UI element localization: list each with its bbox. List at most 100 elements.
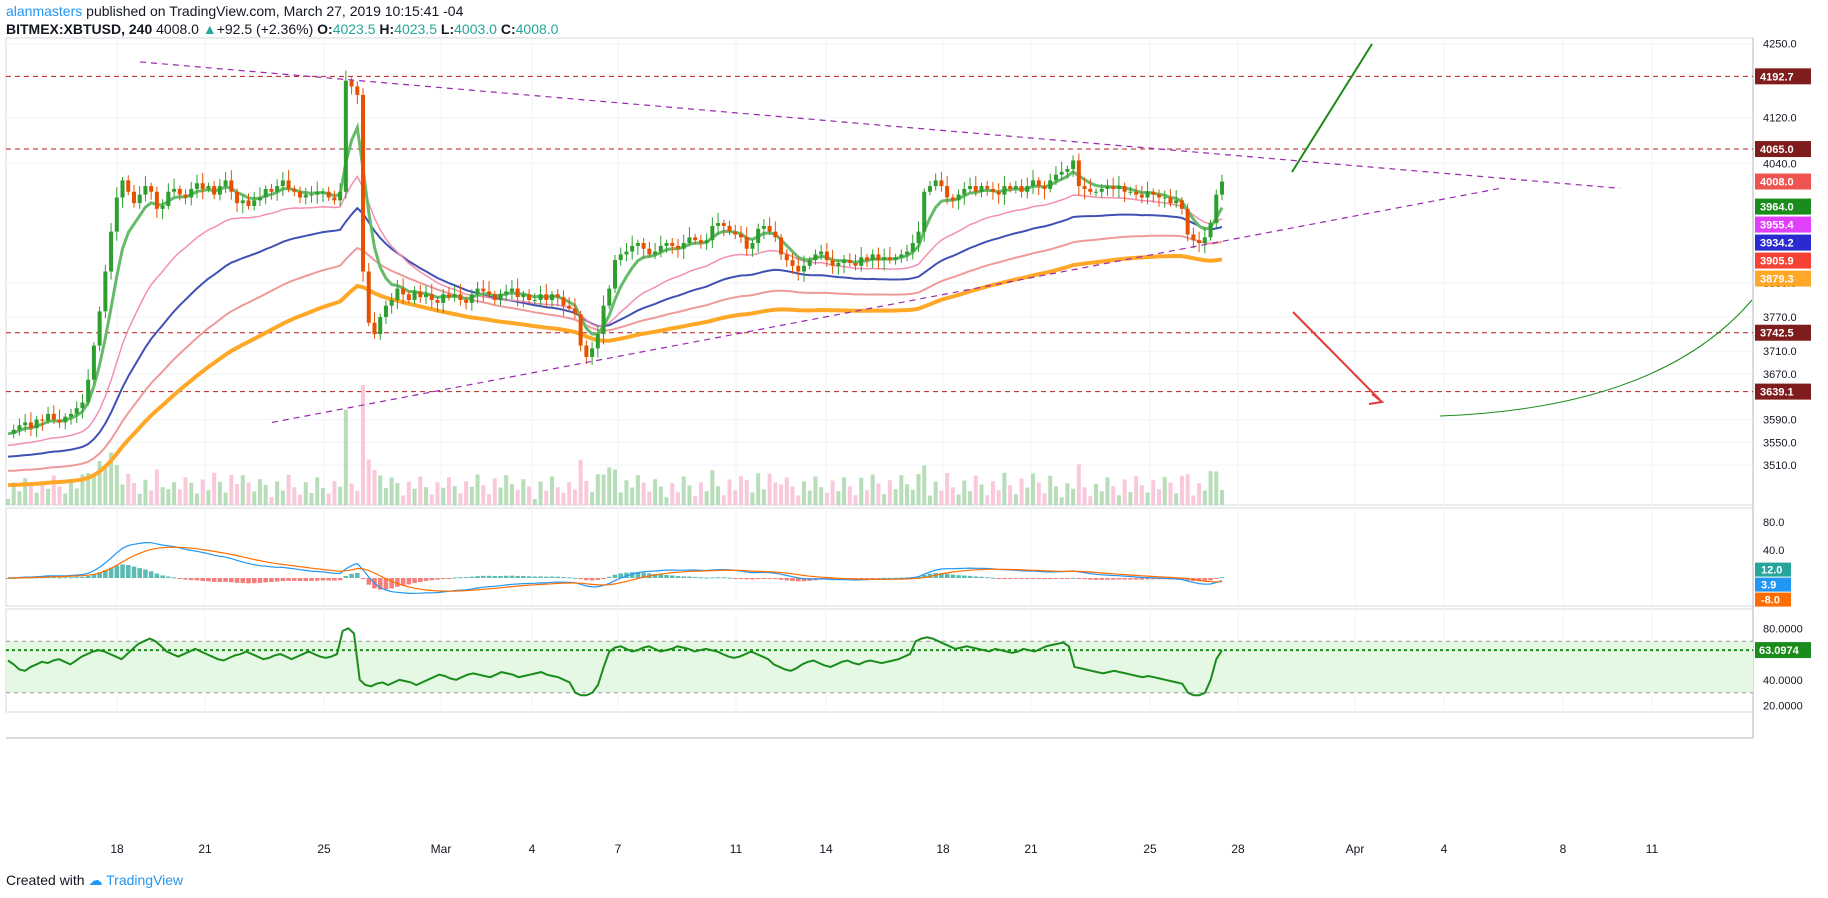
volume-bar: [1053, 486, 1058, 505]
candle-body: [555, 294, 560, 298]
candle-body: [172, 188, 177, 192]
macd-histogram-bar: [103, 570, 108, 578]
y-tick-label: 3670.0: [1763, 369, 1797, 381]
candle-body: [870, 254, 875, 261]
volume-bar: [424, 487, 429, 505]
macd-histogram-bar: [715, 577, 721, 579]
candle-body: [618, 254, 623, 261]
candle-body: [1042, 186, 1047, 189]
candle-body: [933, 180, 938, 187]
macd-histogram-bar: [750, 578, 755, 580]
volume-bar: [664, 497, 669, 505]
candle-body: [727, 225, 732, 232]
bullish-arrow: [1291, 43, 1373, 173]
volume-bar: [320, 488, 325, 505]
candle-body: [28, 422, 33, 429]
volume-bar: [51, 475, 56, 505]
candle-body: [212, 186, 217, 195]
macd-histogram-bar: [469, 576, 475, 578]
volume-bar: [498, 487, 503, 505]
candle-body: [406, 294, 411, 300]
candle-body: [716, 223, 721, 226]
macd-histogram-bar: [143, 569, 148, 578]
candle-body: [1185, 208, 1190, 235]
volume-bar: [733, 490, 738, 505]
volume-bar: [126, 474, 131, 505]
candle-body: [733, 231, 738, 235]
volume-bar: [710, 470, 715, 505]
candle-body: [910, 243, 915, 252]
volume-bar: [1059, 497, 1064, 505]
candle-body: [1105, 186, 1110, 189]
macd-histogram-bar: [166, 576, 171, 578]
candle-body: [939, 180, 944, 187]
macd-histogram-bar: [1007, 578, 1013, 579]
macd-histogram-bar: [183, 578, 188, 580]
chart-canvas[interactable]: 18 21 25 Mar 4 7 11 14 18 21 25 28 Apr 4 8 11 4250.0 4120…: [0, 0, 1828, 870]
volume-bar: [286, 474, 291, 505]
volume-bar: [378, 475, 383, 505]
x-tick-label: 7: [615, 842, 622, 856]
volume-bar: [842, 477, 847, 505]
macd-histogram-bar: [68, 577, 74, 579]
candle-body: [830, 260, 835, 266]
candle-body: [91, 345, 96, 380]
candle-body: [1191, 234, 1196, 241]
candle-body: [149, 186, 154, 192]
candle-body: [1036, 180, 1041, 187]
candle-body: [635, 243, 640, 246]
price-axis-label: 4192.7: [1760, 71, 1794, 83]
volume-bar: [950, 487, 955, 505]
candle-body: [744, 237, 749, 249]
macd-histogram-bar: [446, 578, 452, 579]
macd-histogram-bar: [1013, 578, 1019, 579]
candle-body: [120, 180, 125, 198]
candle-body: [859, 257, 864, 266]
tradingview-link[interactable]: TradingView: [106, 872, 184, 888]
volume-bar: [899, 475, 904, 505]
volume-bar: [779, 484, 784, 505]
macd-histogram-bar: [326, 578, 331, 581]
candle-body: [916, 231, 921, 244]
macd-line: [7, 541, 1223, 595]
volume-bar: [34, 492, 39, 505]
author-link[interactable]: alanmasters: [6, 3, 83, 19]
macd-histogram-bar: [893, 577, 898, 579]
volume-bar: [509, 484, 514, 505]
macd-histogram-bar: [74, 577, 80, 579]
volume-bar: [864, 490, 869, 505]
candle-body: [864, 257, 869, 261]
close-label: C:: [500, 21, 516, 37]
volume-bar: [738, 476, 743, 505]
candle-body: [607, 288, 612, 306]
macd-histogram-bar: [984, 577, 990, 579]
volume-bar: [23, 478, 28, 505]
candle-body: [750, 243, 755, 249]
candle-body: [985, 186, 990, 189]
macd-histogram-bar: [274, 578, 280, 582]
candle-body: [956, 194, 961, 201]
macd-histogram-bar: [309, 578, 314, 581]
volume-bar: [452, 486, 457, 505]
macd-histogram-bar: [973, 576, 979, 578]
volume-bar: [246, 482, 251, 505]
bearish-arrow: [1292, 311, 1381, 401]
candle-body: [945, 186, 950, 198]
volume-bar: [349, 483, 354, 505]
candle-body: [46, 413, 51, 421]
volume-bar: [252, 491, 257, 505]
price-axis-label: 3955.4: [1760, 220, 1795, 232]
macd-histogram-bar: [1202, 578, 1208, 582]
macd-histogram-bar: [492, 576, 498, 578]
macd-label: 3.9: [1761, 580, 1776, 592]
volume-bar: [847, 486, 852, 505]
candle-body: [1116, 186, 1121, 189]
volume-bar: [521, 479, 526, 505]
candle-body: [567, 305, 572, 309]
macd-histogram-bar: [967, 575, 973, 578]
y-tick-label: 3510.0: [1763, 460, 1797, 472]
macd-histogram-bar: [790, 578, 795, 581]
volume-bar: [492, 478, 497, 505]
macd-histogram-bar: [206, 578, 211, 582]
macd-histogram-bar: [320, 578, 326, 581]
